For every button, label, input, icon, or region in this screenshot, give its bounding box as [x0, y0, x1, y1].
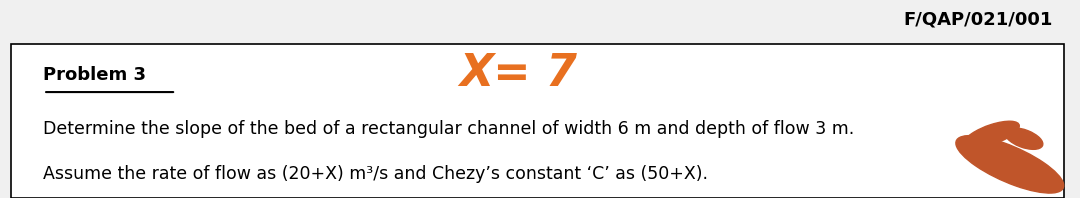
FancyBboxPatch shape — [11, 44, 1064, 198]
Text: Determine the slope of the bed of a rectangular channel of width 6 m and depth o: Determine the slope of the bed of a rect… — [43, 120, 854, 138]
Text: Problem 3: Problem 3 — [43, 66, 146, 84]
Ellipse shape — [1004, 128, 1043, 149]
Ellipse shape — [956, 136, 1064, 193]
Text: X= 7: X= 7 — [459, 52, 578, 95]
Text: F/QAP/021/001: F/QAP/021/001 — [904, 11, 1053, 29]
Text: Assume the rate of flow as (20+X) m³/s and Chezy’s constant ‘C’ as (50+X).: Assume the rate of flow as (20+X) m³/s a… — [43, 165, 708, 183]
Ellipse shape — [963, 121, 1020, 148]
